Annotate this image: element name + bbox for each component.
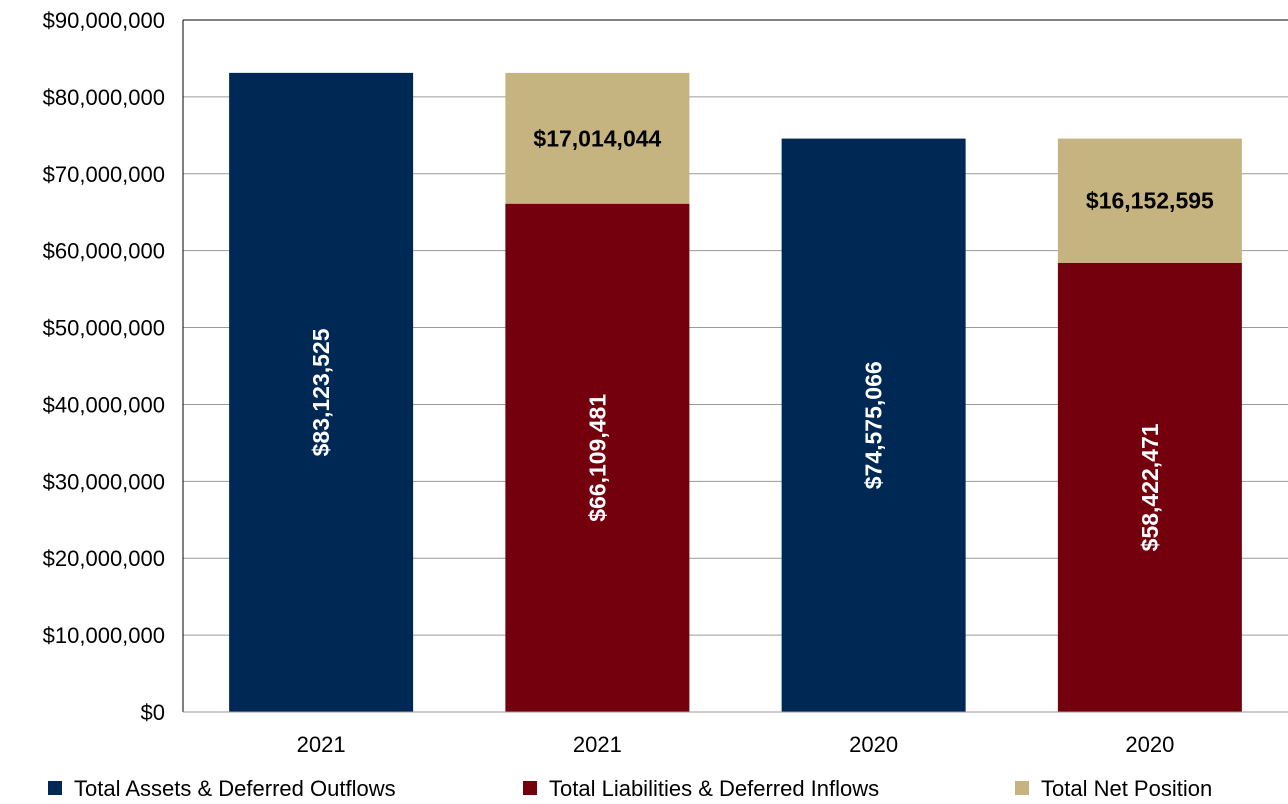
legend-swatch bbox=[1015, 781, 1029, 795]
y-tick-label: $70,000,000 bbox=[43, 162, 165, 187]
data-label: $66,109,481 bbox=[584, 394, 610, 522]
legend-label: Total Net Position bbox=[1041, 776, 1212, 801]
data-label: $83,123,525 bbox=[308, 328, 334, 456]
bar-segment bbox=[505, 203, 690, 713]
plot-frame bbox=[182, 19, 1288, 713]
y-tick-label: $50,000,000 bbox=[43, 316, 165, 341]
y-tick-label: $80,000,000 bbox=[43, 85, 165, 110]
data-labels: $83,123,525 $66,109,481 $17,014,044 $74,575… bbox=[308, 125, 1214, 551]
bars bbox=[229, 72, 1242, 713]
legend-label: Total Assets & Deferred Outflows bbox=[74, 776, 396, 801]
x-tick-label: 2021 bbox=[573, 732, 622, 757]
y-tick-label: $90,000,000 bbox=[43, 8, 165, 33]
y-tick-label: $40,000,000 bbox=[43, 392, 165, 417]
legend-swatch bbox=[48, 781, 62, 795]
x-axis-ticks: 2021 2021 2020 2020 bbox=[297, 732, 1175, 757]
bar-segment bbox=[505, 72, 690, 204]
data-label: $16,152,595 bbox=[1086, 188, 1214, 214]
legend-swatch bbox=[523, 781, 537, 795]
y-tick-label: $10,000,000 bbox=[43, 623, 165, 648]
data-label: $74,575,066 bbox=[861, 361, 887, 489]
bar-segment bbox=[1057, 138, 1242, 263]
bar-segment bbox=[1057, 262, 1242, 712]
legend: Total Assets & Deferred Outflows Total Li… bbox=[48, 776, 1212, 801]
x-tick-label: 2020 bbox=[849, 732, 898, 757]
y-tick-label: $60,000,000 bbox=[43, 239, 165, 264]
data-label: $58,422,471 bbox=[1137, 423, 1163, 551]
y-tick-label: $30,000,000 bbox=[43, 469, 165, 494]
data-label: $17,014,044 bbox=[533, 125, 661, 151]
y-axis-ticks: $0 $10,000,000 $20,000,000 $30,000,000 $40,0… bbox=[43, 8, 165, 725]
legend-label: Total Liabilities & Deferred Inflows bbox=[549, 776, 879, 801]
y-tick-label: $20,000,000 bbox=[43, 546, 165, 571]
x-tick-label: 2020 bbox=[1125, 732, 1174, 757]
bar-segment bbox=[781, 138, 966, 713]
bar-segment bbox=[229, 72, 414, 713]
x-tick-label: 2021 bbox=[297, 732, 346, 757]
y-tick-label: $0 bbox=[141, 700, 165, 725]
